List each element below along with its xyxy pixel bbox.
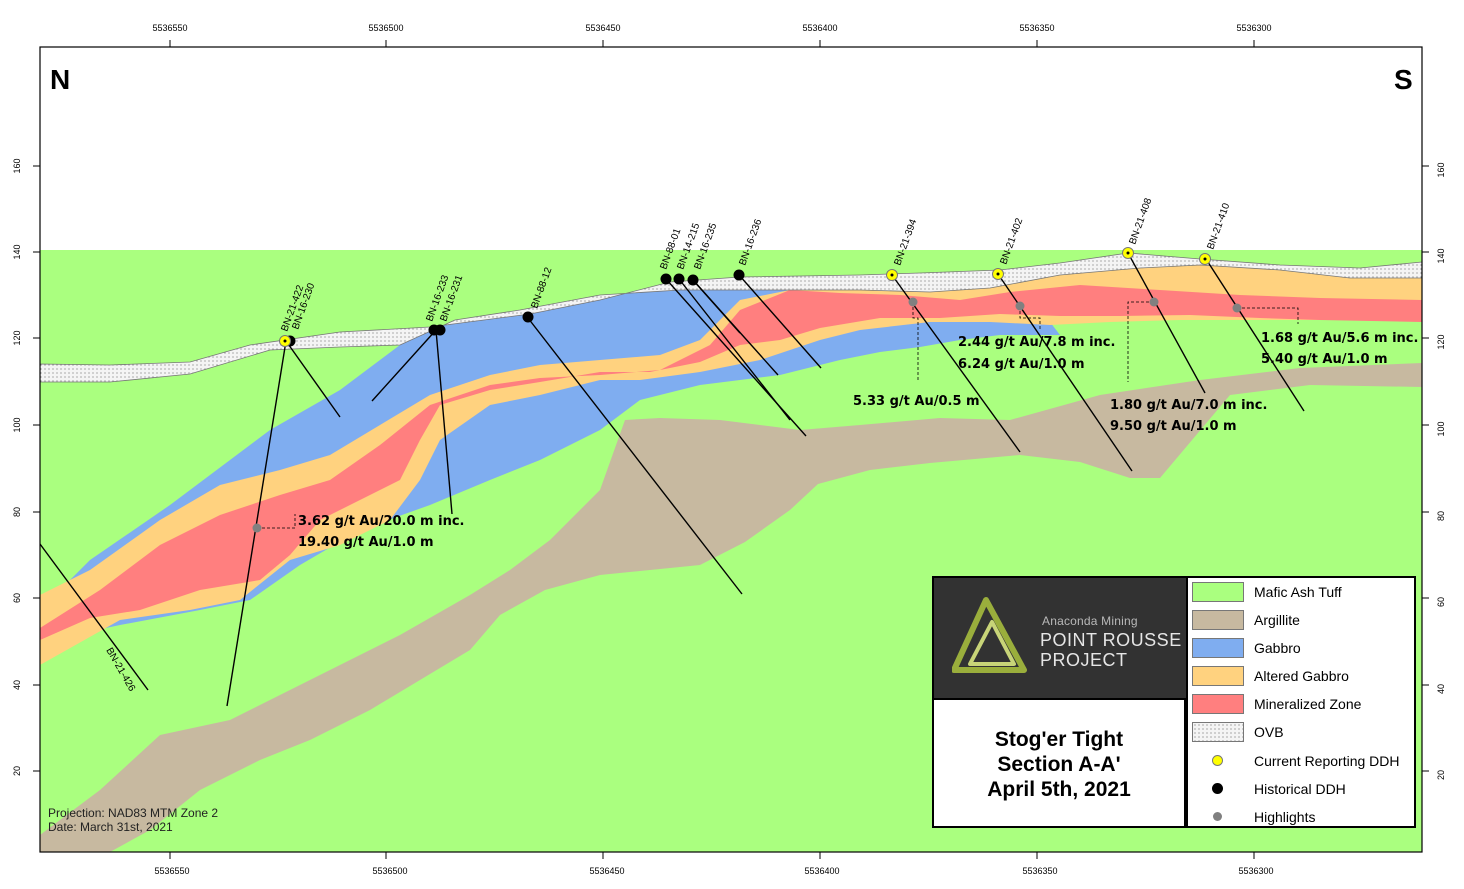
legend-label: Mineralized Zone: [1254, 696, 1362, 712]
legend-label: Altered Gabbro: [1254, 668, 1349, 684]
legend-swatch: [1192, 638, 1244, 658]
legend-list: Mafic Ash Tuff Argillite Gabbro Altered …: [1186, 578, 1416, 826]
left-elevation-label: 20: [12, 766, 22, 776]
legend-item-historical-ddh: Historical DDH: [1188, 776, 1418, 802]
highlight-text: 6.24 g/t Au/1.0 m: [958, 357, 1085, 372]
date-note: Date: March 31st, 2021: [48, 820, 173, 834]
legend-label: Gabbro: [1254, 640, 1301, 656]
bottom-axis-label: 5536550: [154, 866, 189, 876]
highlight-connectors: [257, 301, 1299, 529]
right-elevation-label: 60: [1436, 597, 1446, 607]
historical-ddh-icon: [1212, 783, 1223, 794]
top-axis-label: 5536400: [802, 23, 837, 33]
left-elevation-label: 140: [12, 244, 22, 259]
legend-label: Historical DDH: [1254, 781, 1346, 797]
left-elevation-label: 60: [12, 593, 22, 603]
project-logo: Anaconda Mining POINT ROUSSE PROJECT: [934, 578, 1186, 698]
legend-item-mineralized-zone: Mineralized Zone: [1188, 691, 1418, 717]
highlight-point-icon: [1213, 812, 1222, 821]
highlight-text: 19.40 g/t Au/1.0 m: [298, 535, 434, 550]
assay-highlights: 3.62 g/t Au/20.0 m inc. 19.40 g/t Au/1.0…: [298, 331, 1418, 550]
top-axis-label: 5536500: [368, 23, 403, 33]
top-axis-label: 5536550: [152, 23, 187, 33]
highlight-text: 2.44 g/t Au/7.8 m inc.: [958, 335, 1115, 350]
bottom-axis: [169, 852, 1255, 859]
bottom-axis-label: 5536300: [1238, 866, 1273, 876]
legend-item-current-ddh: Current Reporting DDH: [1188, 748, 1418, 774]
legend-swatch: [1192, 610, 1244, 630]
legend-label: OVB: [1254, 724, 1284, 740]
left-elevation-label: 160: [12, 158, 22, 173]
right-elevation-label: 120: [1436, 334, 1446, 349]
right-elevation-label: 40: [1436, 684, 1446, 694]
left-elevation-label: 120: [12, 330, 22, 345]
section-title-line1: Stog'er Tight: [994, 727, 1124, 751]
legend-swatch: [1192, 694, 1244, 714]
left-elevation-label: 40: [12, 680, 22, 690]
legend-label: Argillite: [1254, 612, 1300, 628]
right-elevation-label: 80: [1436, 511, 1446, 521]
drill-hole-traces: [39, 252, 1305, 707]
highlight-text: 1.80 g/t Au/7.0 m inc.: [1110, 398, 1267, 413]
current-ddh-icon: [1212, 755, 1223, 766]
triangle-logo-icon: [952, 597, 1027, 673]
bottom-axis-label: 5536350: [1022, 866, 1057, 876]
right-elevation-axis: [1422, 165, 1429, 772]
highlight-text: 9.50 g/t Au/1.0 m: [1110, 419, 1237, 434]
legend-panel: Anaconda Mining POINT ROUSSE PROJECT Sto…: [932, 576, 1416, 828]
south-label: S: [1394, 64, 1413, 95]
map-frame: [39, 46, 1423, 853]
legend-item-mafic-ash-tuff: Mafic Ash Tuff: [1188, 579, 1418, 605]
section-title-block: Stog'er Tight Section A-A' April 5th, 20…: [934, 698, 1186, 828]
highlight-text: 3.62 g/t Au/20.0 m inc.: [298, 514, 465, 529]
section-title-date: April 5th, 2021: [987, 777, 1131, 801]
argillite-unit: [40, 363, 1422, 852]
highlight-text: 5.33 g/t Au/0.5 m: [853, 394, 980, 409]
bottom-axis-label: 5536450: [589, 866, 624, 876]
logo-company-name: Anaconda Mining: [1042, 614, 1138, 628]
left-elevation-label: 100: [12, 417, 22, 432]
logo-project-line2: PROJECT: [1040, 650, 1128, 670]
geology-layers: [40, 250, 1422, 852]
legend-swatch: [1192, 722, 1244, 742]
top-axis-label: 5536300: [1236, 23, 1271, 33]
right-elevation-label: 160: [1436, 162, 1446, 177]
hole-label: BN-21-408: [1127, 196, 1154, 246]
top-axis-label: 5536350: [1019, 23, 1054, 33]
historical-ddh-collars: [284, 269, 745, 347]
legend-item-argillite: Argillite: [1188, 607, 1418, 633]
highlight-points: [252, 297, 1242, 533]
legend-label: Mafic Ash Tuff: [1254, 584, 1342, 600]
logo-project-line1: POINT ROUSSE: [1040, 630, 1182, 650]
legend-item-gabbro: Gabbro: [1188, 635, 1418, 661]
legend-label: Highlights: [1254, 809, 1316, 825]
hole-label: BN-21-410: [1205, 201, 1232, 251]
section-title-line2: Section A-A': [997, 752, 1121, 776]
legend-swatch: [1192, 582, 1244, 602]
legend-item-highlights: Highlights: [1188, 804, 1418, 830]
north-label: N: [50, 64, 70, 95]
right-elevation-label: 100: [1436, 421, 1446, 436]
right-elevation-label: 20: [1436, 770, 1446, 780]
highlight-text: 5.40 g/t Au/1.0 m: [1261, 352, 1388, 367]
top-axis-label: 5536450: [585, 23, 620, 33]
legend-swatch: [1192, 666, 1244, 686]
left-elevation-label: 80: [12, 507, 22, 517]
bottom-axis-label: 5536400: [804, 866, 839, 876]
highlight-text: 1.68 g/t Au/5.6 m inc.: [1261, 331, 1418, 346]
legend-item-ovb: OVB: [1188, 719, 1418, 745]
projection-note: Projection: NAD83 MTM Zone 2: [48, 806, 219, 820]
top-axis: [169, 40, 1255, 47]
left-elevation-axis: [33, 165, 40, 772]
map-footnote: Projection: NAD83 MTM Zone 2 Date: March…: [48, 806, 218, 834]
bottom-axis-label: 5536500: [372, 866, 407, 876]
right-elevation-label: 140: [1436, 248, 1446, 263]
legend-item-altered-gabbro: Altered Gabbro: [1188, 663, 1418, 689]
legend-label: Current Reporting DDH: [1254, 753, 1400, 769]
